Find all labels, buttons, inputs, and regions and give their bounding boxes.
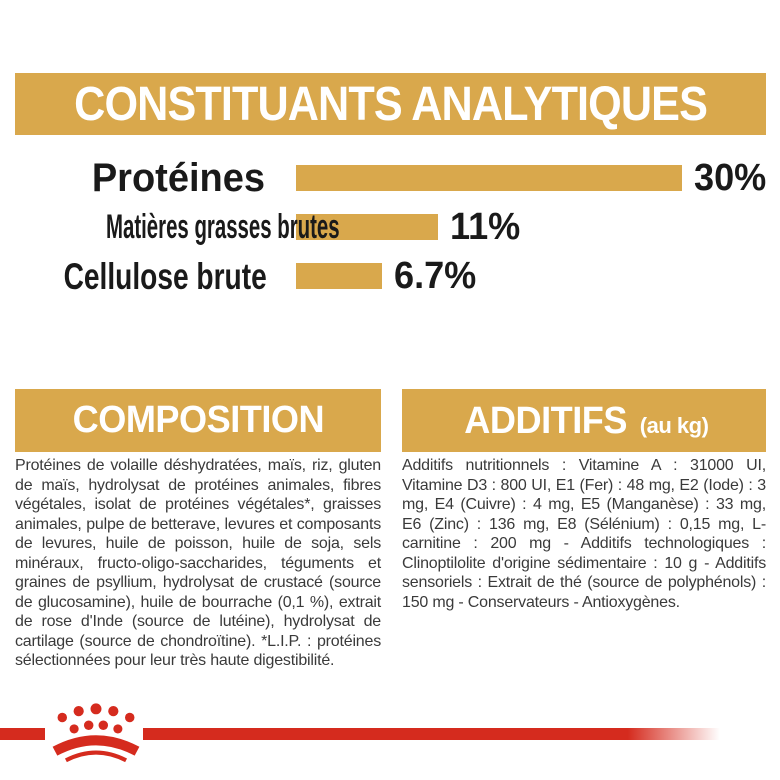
composition-body: Protéines de volaille déshydratées, maïs… — [15, 457, 381, 669]
additives-title-note: (au kg) — [639, 413, 709, 438]
chart-row-label: Cellulose brute — [63, 255, 267, 297]
footer-stripe-left — [0, 728, 45, 740]
chart-row-crude-fibre: Cellulose brute 6.7% — [0, 255, 780, 297]
royal-canin-crown-icon — [52, 703, 140, 763]
chart-value-label: 11% — [450, 206, 521, 248]
chart-row-label: Matières grasses brutes — [106, 208, 340, 246]
chart-bar — [296, 165, 682, 191]
chart-row-label: Protéines — [91, 156, 266, 200]
chart-value-label: 30% — [694, 157, 767, 199]
chart-bar — [296, 263, 382, 289]
chart-bar — [296, 214, 438, 240]
chart-value-label: 6.7% — [394, 255, 477, 297]
additives-title: ADDITIFS — [463, 400, 627, 442]
additives-body: Additifs nutritionnels : Vitamine A : 31… — [402, 457, 766, 611]
chart-row-proteins: Protéines 30% — [0, 156, 780, 200]
additives-banner: ADDITIFS (au kg) — [402, 389, 766, 452]
composition-banner: COMPOSITION — [15, 389, 381, 452]
analytical-constituents-banner: CONSTITUANTS ANALYTIQUES — [15, 73, 766, 135]
composition-title: COMPOSITION — [72, 399, 324, 441]
chart-row-crude-fat: Matières grasses brutes 11% — [0, 206, 780, 248]
footer-stripe-right — [143, 728, 720, 740]
analytical-constituents-title: CONSTITUANTS ANALYTIQUES — [74, 77, 708, 131]
